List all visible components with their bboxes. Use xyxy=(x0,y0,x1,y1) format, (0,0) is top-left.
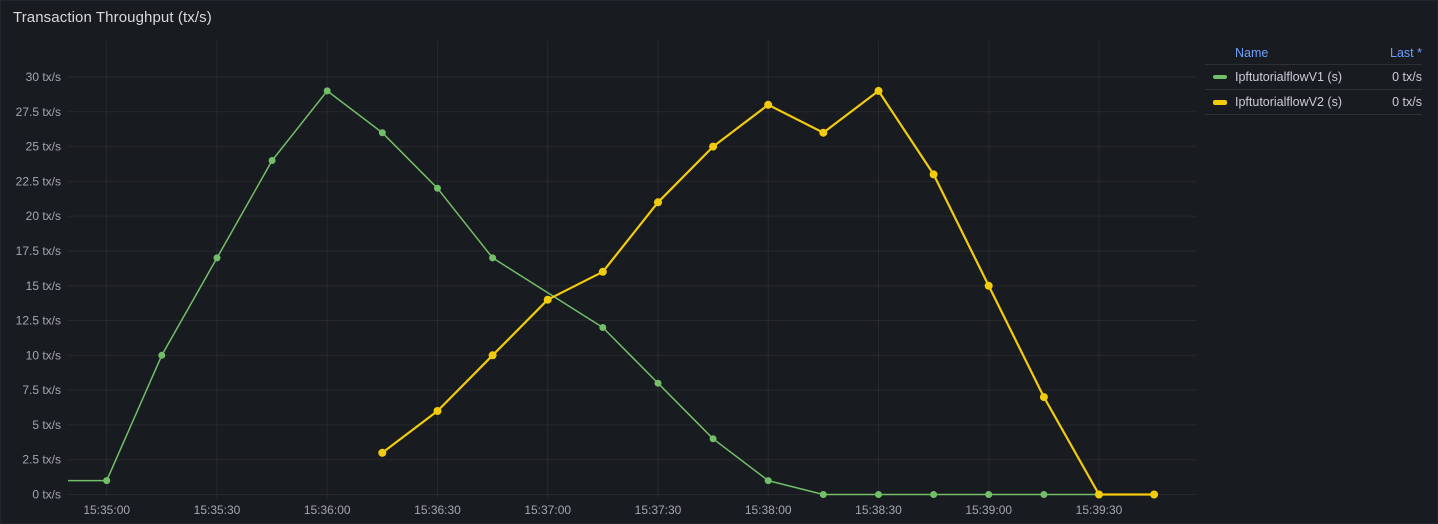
legend-header: Name Last * xyxy=(1205,41,1422,65)
series-point xyxy=(654,379,662,387)
legend-header-name[interactable]: Name xyxy=(1235,45,1269,60)
series-layer xyxy=(68,86,1159,499)
series-point xyxy=(1040,491,1048,498)
y-axis-tick-label: 10 tx/s xyxy=(26,348,61,362)
series-point xyxy=(599,324,607,331)
y-axis-tick-label: 20 tx/s xyxy=(26,209,61,223)
series-point xyxy=(654,198,662,207)
series-point xyxy=(213,254,221,262)
series-point xyxy=(434,184,441,192)
series-point xyxy=(764,477,772,485)
legend-header-last[interactable]: Last * xyxy=(1390,45,1422,60)
series-point xyxy=(1150,490,1159,499)
y-axis-tick-label: 15 tx/s xyxy=(26,279,61,293)
y-axis-tick-label: 12.5 tx/s xyxy=(16,314,61,328)
series-point xyxy=(930,491,938,498)
series-point xyxy=(875,491,882,498)
series-point xyxy=(158,351,166,359)
legend-rows: IpftutorialflowV1 (s) 0 tx/s Ipftutorialfl… xyxy=(1205,65,1422,115)
x-axis-tick-label: 15:38:30 xyxy=(855,503,902,517)
y-axis-tick-label: 27.5 tx/s xyxy=(16,105,61,119)
legend-series-name[interactable]: IpftutorialflowV1 (s) xyxy=(1235,70,1342,84)
series-point xyxy=(709,142,718,151)
legend-table: Name Last * IpftutorialflowV1 (s) 0 tx/s I… xyxy=(1205,41,1437,115)
series-point xyxy=(488,351,497,360)
series-point xyxy=(378,448,387,457)
y-axis-tick-label: 22.5 tx/s xyxy=(16,174,61,188)
y-axis-tick-label: 7.5 tx/s xyxy=(22,383,61,397)
x-axis-tick-label: 15:36:00 xyxy=(304,503,351,517)
series-point xyxy=(323,87,331,95)
x-axis-tick-label: 15:37:30 xyxy=(635,503,682,517)
x-axis-tick-label: 15:39:30 xyxy=(1076,503,1123,517)
legend-row: IpftutorialflowV2 (s) 0 tx/s xyxy=(1205,90,1422,115)
series-point xyxy=(984,281,993,290)
series-color-swatch xyxy=(1213,99,1227,105)
series-point xyxy=(874,86,883,95)
series-point xyxy=(543,295,552,304)
y-axis-tick-label: 0 tx/s xyxy=(32,488,61,502)
series-line xyxy=(68,90,1099,496)
series-point xyxy=(819,491,827,498)
x-axis-tick-label: 15:35:00 xyxy=(83,503,130,517)
legend-series-last-value: 0 tx/s xyxy=(1392,70,1422,84)
panel-title[interactable]: Transaction Throughput (tx/s) xyxy=(13,9,212,26)
x-axis-tick-label: 15:39:00 xyxy=(965,503,1012,517)
series-point xyxy=(433,407,442,415)
x-axis-tick-label: 15:38:00 xyxy=(745,503,792,517)
y-axis-tick-label: 30 tx/s xyxy=(26,70,61,84)
series-point xyxy=(598,267,607,276)
series-point xyxy=(378,129,386,137)
series-point xyxy=(929,170,938,179)
series-point xyxy=(819,128,828,137)
series-point xyxy=(103,477,111,485)
series-color-swatch xyxy=(1213,75,1227,79)
axis-labels: 0 tx/s 2.5 tx/s 5 tx/s 7.5 tx/s 10 tx/s 12.5 … xyxy=(16,70,1123,517)
legend-series-name[interactable]: IpftutorialflowV2 (s) xyxy=(1235,95,1342,109)
x-axis-tick-label: 15:35:30 xyxy=(194,503,241,517)
y-axis-tick-label: 5 tx/s xyxy=(32,418,61,432)
x-axis-tick-label: 15:37:00 xyxy=(524,503,571,517)
series-point xyxy=(1095,490,1103,499)
series-point xyxy=(985,491,993,498)
series-point xyxy=(764,100,773,109)
series-point xyxy=(489,254,497,262)
legend-series-last-value: 0 tx/s xyxy=(1392,95,1422,109)
series-point xyxy=(1039,393,1048,402)
y-axis-tick-label: 2.5 tx/s xyxy=(22,453,61,467)
series-point xyxy=(709,435,717,443)
legend-row: IpftutorialflowV1 (s) 0 tx/s xyxy=(1205,65,1422,90)
x-axis-tick-label: 15:36:30 xyxy=(414,503,461,517)
y-axis-tick-label: 17.5 tx/s xyxy=(16,244,61,258)
y-axis-tick-label: 25 tx/s xyxy=(26,140,61,154)
grid-lines xyxy=(68,41,1196,498)
series-point xyxy=(268,157,276,164)
